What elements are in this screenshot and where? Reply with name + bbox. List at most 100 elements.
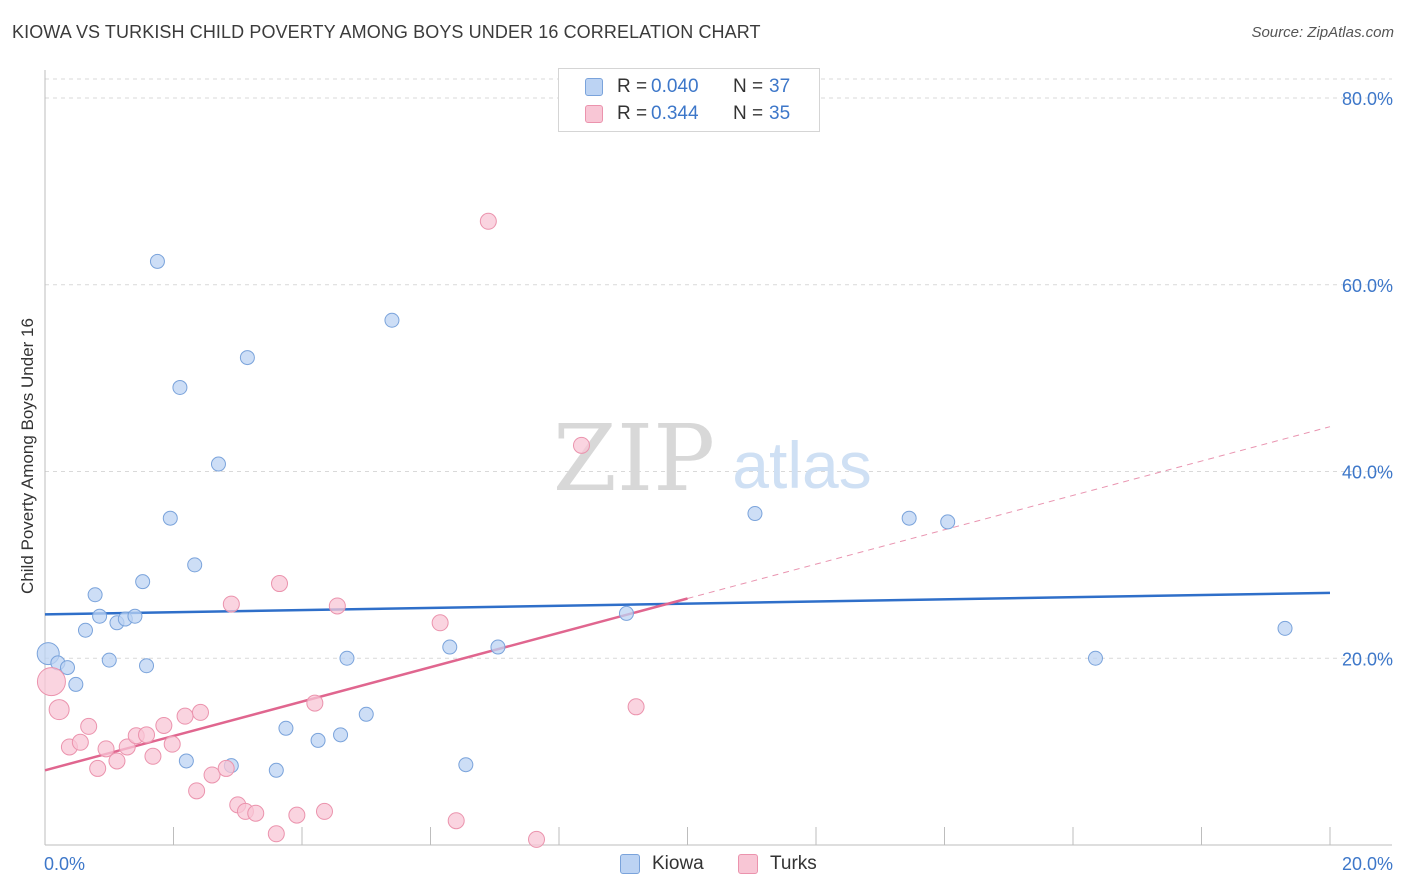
turks-point [188,782,206,800]
legend-r-label: R = [617,103,648,124]
turks-point [155,716,173,734]
turks-point [306,694,324,712]
turks-point [71,733,89,751]
legend-n-label: N = [733,76,764,97]
kiowa-point [239,350,255,366]
legend-label-turks: Turks [770,853,817,874]
kiowa-point [87,587,103,603]
kiowa-point [1277,620,1293,636]
legend-n-value: 35 [769,103,791,124]
gridlines [45,78,1392,659]
kiowa-point [187,557,203,573]
turks-point [271,575,289,593]
kiowa-point [127,608,143,624]
legend-row-turks: R = 0.344 N = 35 [559,102,819,126]
y-tick-label: 60.0% [1342,276,1393,296]
chart-title: KIOWA VS TURKISH CHILD POVERTY AMONG BOY… [12,22,761,42]
legend-row-kiowa: R = 0.040 N = 37 [559,75,819,99]
turks-trend-line [44,597,688,772]
kiowa-point [162,510,178,526]
tick-labels: 20.0% 40.0% 60.0% 80.0% 0.0% 20.0% [44,89,1393,874]
turks-point [222,595,240,613]
turks-point [528,830,546,848]
kiowa-point [384,312,400,328]
axes [44,70,1392,846]
turks-point [118,738,136,756]
turks-point [176,707,194,725]
turks-point [217,759,235,777]
kiowa-point [339,650,355,666]
turks-point [572,436,590,454]
kiowa-point [442,639,458,655]
turks-point [89,759,107,777]
kiowa-point [178,753,194,769]
kiowa-point [59,660,75,676]
kiowa-point [92,608,108,624]
kiowa-point [135,574,151,590]
turks-point [247,804,265,822]
legend-n-value: 37 [769,76,791,97]
kiowa-point [747,506,763,522]
turks-point [203,766,221,784]
turks-point [627,698,645,716]
kiowa-point [310,732,326,748]
legend-r-label: R = [617,76,648,97]
legend-label-kiowa: Kiowa [652,853,704,874]
turks-point [328,597,346,615]
kiowa-point [458,757,474,773]
turks-point [267,825,285,843]
kiowa-point [618,605,634,621]
source-label: Source: ZipAtlas.com [1251,24,1394,41]
turks-point [108,752,126,770]
y-tick-label: 80.0% [1342,89,1393,109]
turks-point [288,806,306,824]
watermark: ZIP atlas [553,405,872,512]
legend-r-value: 0.344 [651,103,699,124]
turks-point [163,735,181,753]
kiowa-point [333,727,349,743]
turks-point [97,740,115,758]
y-tick-label: 40.0% [1342,463,1393,483]
turks-point [144,747,162,765]
kiowa-point [149,253,165,269]
turks-point [315,802,333,820]
turks-point [431,614,449,632]
y-tick-label: 20.0% [1342,649,1393,669]
kiowa-trend-line [44,591,1331,616]
kiowa-point [1087,650,1103,666]
legend-r-value: 0.040 [651,76,699,97]
data-points [36,212,1293,848]
turks-point [191,703,209,721]
turks-point [138,726,156,744]
turks-point [36,667,66,697]
watermark-zip: ZIP [553,405,715,512]
kiowa-point [210,456,226,472]
turks-swatch [738,854,758,874]
kiowa-point [940,514,956,530]
x-tick-label: 0.0% [44,854,85,874]
kiowa-point [278,720,294,736]
turks-point [80,717,98,735]
turks-point [479,212,497,230]
x-tick-label: 20.0% [1342,854,1393,874]
kiowa-point [68,676,84,692]
turks-swatch [585,105,603,123]
turks-point [447,812,465,830]
kiowa-point [139,658,155,674]
correlation-legend: R = 0.040 N = 37 R = 0.344 N = 35 [558,68,820,132]
kiowa-point [268,762,284,778]
kiowa-point [172,379,188,395]
kiowa-swatch [585,78,603,96]
legend-n-label: N = [733,103,764,124]
kiowa-point [490,639,506,655]
trend-lines [44,426,1331,772]
kiowa-point [901,510,917,526]
kiowa-point [101,652,117,668]
turks-point [48,699,70,721]
kiowa-swatch [620,854,640,874]
watermark-atlas: atlas [732,428,871,502]
kiowa-point [358,706,374,722]
turks-trend-extension [687,426,1331,599]
kiowa-point [77,622,93,638]
